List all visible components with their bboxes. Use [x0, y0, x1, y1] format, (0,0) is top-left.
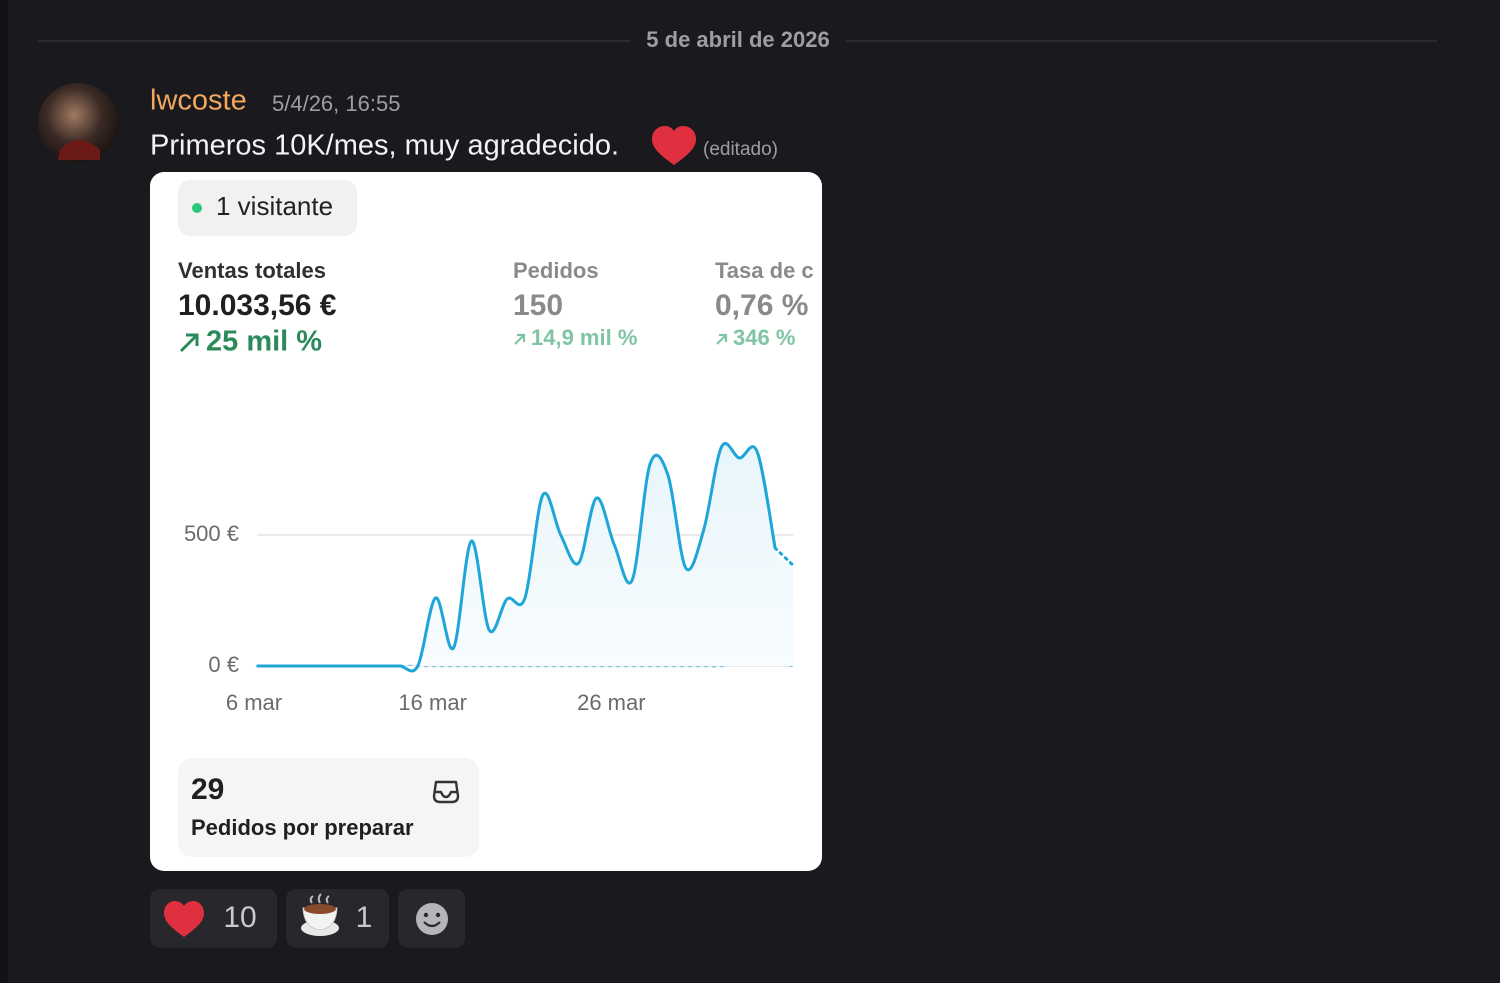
live-dot [192, 203, 202, 213]
area [257, 443, 793, 672]
smiley-mouth [423, 921, 441, 928]
avatar-image[interactable] [38, 83, 118, 163]
card-label: Pedidos por preparar [191, 815, 414, 840]
inbox-icon [432, 780, 460, 804]
steam [309, 893, 330, 904]
chart: 0 € 500 € 6 mar 16 mar 26 mar [184, 442, 795, 715]
reaction-count: 1 [356, 901, 373, 934]
y-tick-label: 0 € [208, 652, 239, 677]
reaction[interactable]: 10 [150, 889, 277, 948]
avatar-detail [58, 140, 100, 160]
sales-line-partial [773, 546, 795, 567]
metric-change: 14,9 mil % [531, 325, 637, 350]
sales-line [256, 442, 777, 673]
up-arrow [514, 333, 526, 345]
card-count: 29 [191, 773, 224, 806]
up-arrow [716, 333, 728, 345]
x-tick-label: 16 mar [398, 690, 466, 715]
y-tick-label: 500 € [184, 521, 239, 546]
x-tick-label: 6 mar [226, 690, 282, 715]
up-arrow [179, 333, 199, 353]
edited-tag: (editado) [703, 139, 778, 160]
author[interactable]: lwcoste [150, 85, 247, 117]
add-reaction[interactable] [398, 889, 465, 948]
reaction[interactable]: 1 [286, 889, 389, 948]
message-text: Primeros 10K/mes, muy agradecido. [150, 130, 619, 162]
smiley-eye [423, 912, 429, 918]
metric-change: 346 % [733, 325, 795, 350]
avatar[interactable] [38, 83, 118, 163]
visitors: 1 visitante [216, 191, 333, 221]
metric-label: Ventas totales [178, 258, 326, 283]
timestamp: 5/4/26, 16:55 [272, 91, 400, 116]
heart-emoji [652, 126, 696, 165]
metric-change: 25 mil % [206, 326, 322, 358]
orders-card[interactable] [178, 758, 479, 857]
divider-gap [630, 26, 846, 56]
x-tick-label: 26 mar [577, 690, 645, 715]
metric-value: 150 [513, 289, 563, 322]
smiley-icon [416, 903, 448, 935]
cup [302, 907, 338, 931]
visitor-pill [178, 180, 357, 236]
embed[interactable]: 1 visitante Ventas totales 10.033,56 € 2… [150, 172, 822, 871]
metric-value: 10.033,56 € [178, 289, 337, 322]
metric-label: Pedidos [513, 258, 599, 283]
metric-label: Tasa de c [715, 258, 814, 283]
heart-emoji [164, 901, 204, 937]
coffee [304, 904, 336, 914]
reaction-count: 10 [223, 901, 256, 934]
reaction-bg[interactable] [286, 889, 389, 948]
metric-value: 0,76 % [715, 289, 808, 322]
sidebar-edge [0, 0, 8, 983]
date-divider: 5 de abril de 2026 [646, 27, 829, 52]
smiley-eye [435, 912, 441, 918]
